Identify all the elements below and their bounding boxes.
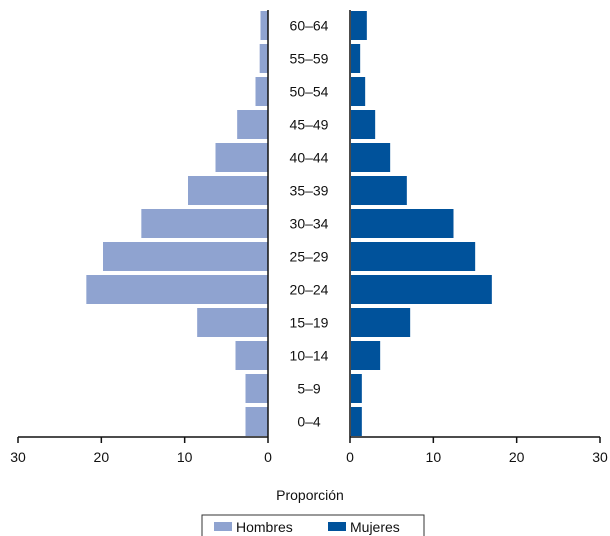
- bar-mujeres-55-59: [351, 44, 361, 73]
- hombres-bars: [86, 10, 269, 437]
- bar-hombres-30-34: [141, 209, 268, 238]
- legend-label-hombres: Hombres: [236, 519, 293, 535]
- x-tick-label-left-0: 0: [264, 449, 272, 465]
- bar-hombres-25-29: [103, 242, 268, 271]
- bar-mujeres-20-24: [351, 275, 492, 304]
- bar-mujeres-30-34: [351, 209, 454, 238]
- bar-mujeres-15-19: [351, 308, 411, 337]
- bar-hombres-45-49: [237, 110, 268, 139]
- legend-box: [201, 514, 425, 536]
- bar-mujeres-25-29: [351, 242, 476, 271]
- bar-hombres-40-44: [215, 143, 268, 172]
- bar-hombres-10-14: [235, 341, 268, 370]
- bar-hombres-35-39: [188, 176, 268, 205]
- age-group-labels: 0–4 5–9 10–14 15–19 20–24 25–29 30–34 35–39 40–4…: [290, 18, 329, 430]
- bar-mujeres-35-39: [351, 176, 407, 205]
- legend: Hombres Mujeres: [201, 514, 425, 536]
- x-tick-label-left-30: 30: [10, 449, 26, 465]
- bar-mujeres-50-54: [351, 77, 366, 106]
- age-label-55-59: 55–59: [290, 51, 329, 67]
- age-label-5-9: 5–9: [297, 381, 321, 397]
- age-label-15-19: 15–19: [290, 315, 329, 331]
- bar-mujeres-45-49: [351, 110, 376, 139]
- age-label-40-44: 40–44: [290, 150, 329, 166]
- age-label-25-29: 25–29: [290, 249, 329, 265]
- x-tick-label-right-30: 30: [592, 449, 608, 465]
- x-tick-label-left-20: 20: [94, 449, 110, 465]
- bar-hombres-5-9: [245, 374, 268, 403]
- bar-mujeres-60-64: [351, 11, 367, 40]
- x-tick-label-right-20: 20: [509, 449, 525, 465]
- bar-mujeres-5-9: [351, 374, 362, 403]
- legend-swatch-hombres: [214, 522, 232, 531]
- age-label-0-4: 0–4: [297, 414, 321, 430]
- x-tick-label-right-0: 0: [346, 449, 354, 465]
- bar-hombres-50-54: [255, 77, 268, 106]
- bar-mujeres-10-14: [351, 341, 381, 370]
- x-axis-title: Proporción: [276, 487, 344, 503]
- age-label-60-64: 60–64: [290, 18, 329, 34]
- bar-hombres-20-24: [86, 275, 268, 304]
- bar-mujeres-40-44: [351, 143, 391, 172]
- legend-label-mujeres: Mujeres: [350, 519, 400, 535]
- age-label-45-49: 45–49: [290, 117, 329, 133]
- bar-hombres-15-19: [197, 308, 268, 337]
- x-axis-left: 0 10 20 30: [10, 436, 272, 465]
- mujeres-bars: [349, 10, 492, 437]
- x-axis-right: 0 10 20 30: [346, 436, 608, 465]
- age-label-10-14: 10–14: [290, 348, 329, 364]
- age-label-30-34: 30–34: [290, 216, 329, 232]
- x-tick-label-right-10: 10: [426, 449, 442, 465]
- legend-swatch-mujeres: [328, 522, 346, 531]
- age-label-20-24: 20–24: [290, 282, 329, 298]
- age-label-50-54: 50–54: [290, 84, 329, 100]
- bar-hombres-55-59: [259, 44, 268, 73]
- bar-mujeres-0-4: [351, 407, 362, 436]
- age-label-35-39: 35–39: [290, 183, 329, 199]
- bar-hombres-0-4: [245, 407, 268, 436]
- x-tick-label-left-10: 10: [177, 449, 193, 465]
- bar-hombres-60-64: [260, 11, 268, 40]
